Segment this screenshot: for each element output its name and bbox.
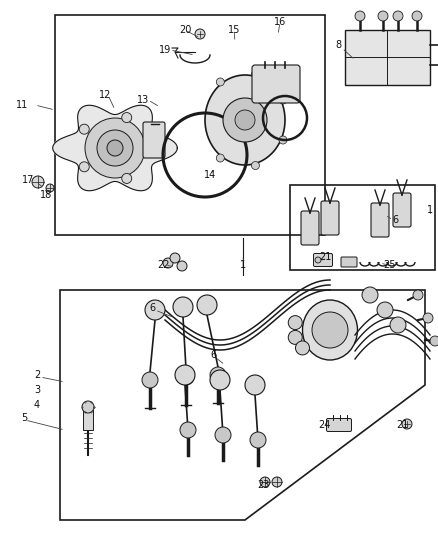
Circle shape (32, 176, 44, 188)
Circle shape (279, 96, 287, 104)
Text: 2: 2 (34, 370, 40, 380)
Circle shape (377, 302, 393, 318)
FancyBboxPatch shape (301, 211, 319, 245)
Circle shape (195, 29, 205, 39)
Text: 22: 22 (157, 260, 169, 270)
Text: 16: 16 (274, 17, 286, 27)
FancyBboxPatch shape (326, 418, 352, 432)
Circle shape (430, 336, 438, 346)
Text: 17: 17 (22, 175, 34, 185)
Circle shape (216, 78, 224, 86)
Circle shape (142, 372, 158, 388)
FancyBboxPatch shape (341, 257, 357, 267)
Circle shape (148, 143, 158, 153)
Circle shape (173, 297, 193, 317)
Text: 6: 6 (210, 350, 216, 360)
Text: 24: 24 (318, 420, 330, 430)
Text: 21: 21 (396, 420, 408, 430)
Text: 19: 19 (159, 45, 171, 55)
Circle shape (79, 162, 89, 172)
Text: 5: 5 (21, 413, 27, 423)
Circle shape (402, 419, 412, 429)
Circle shape (251, 161, 259, 169)
Circle shape (82, 401, 94, 413)
Circle shape (216, 154, 224, 162)
Text: 13: 13 (137, 95, 149, 105)
Circle shape (46, 184, 54, 192)
Text: 12: 12 (99, 90, 111, 100)
Circle shape (423, 313, 433, 323)
Circle shape (223, 98, 267, 142)
Text: 21: 21 (319, 252, 331, 262)
Circle shape (145, 300, 165, 320)
Bar (345, 30, 430, 85)
Circle shape (215, 427, 231, 443)
FancyBboxPatch shape (393, 193, 411, 227)
Circle shape (251, 70, 259, 78)
Text: 20: 20 (179, 25, 191, 35)
Circle shape (412, 11, 422, 21)
Text: 25: 25 (384, 260, 396, 270)
Circle shape (122, 173, 132, 183)
Text: 8: 8 (335, 40, 341, 50)
Circle shape (355, 11, 365, 21)
Circle shape (315, 257, 321, 263)
Text: 4: 4 (34, 400, 40, 410)
Circle shape (178, 369, 194, 385)
Bar (83, 410, 93, 430)
FancyBboxPatch shape (252, 65, 300, 103)
Text: 18: 18 (40, 190, 52, 200)
Text: 15: 15 (228, 25, 240, 35)
Circle shape (390, 317, 406, 333)
Text: 6: 6 (149, 303, 155, 313)
FancyBboxPatch shape (143, 122, 165, 158)
Circle shape (362, 287, 378, 303)
FancyBboxPatch shape (314, 254, 332, 266)
Circle shape (250, 432, 266, 448)
Circle shape (272, 477, 282, 487)
Circle shape (177, 261, 187, 271)
Circle shape (122, 112, 132, 123)
Circle shape (197, 295, 217, 315)
Circle shape (163, 258, 173, 268)
Circle shape (260, 477, 270, 487)
Circle shape (378, 11, 388, 21)
Circle shape (393, 11, 403, 21)
Circle shape (85, 118, 145, 178)
Polygon shape (53, 105, 177, 191)
FancyBboxPatch shape (321, 201, 339, 235)
Circle shape (288, 316, 302, 329)
Circle shape (79, 124, 89, 134)
Circle shape (107, 140, 123, 156)
Ellipse shape (303, 300, 357, 360)
Circle shape (180, 422, 196, 438)
Circle shape (175, 365, 195, 385)
Text: 23: 23 (257, 480, 269, 490)
Ellipse shape (205, 75, 285, 165)
Bar (55, 15, 325, 235)
FancyBboxPatch shape (371, 203, 389, 237)
Circle shape (296, 341, 310, 355)
Circle shape (413, 290, 423, 300)
Circle shape (210, 370, 230, 390)
Circle shape (170, 253, 180, 263)
Bar (290, 185, 435, 270)
Text: 3: 3 (34, 385, 40, 395)
Text: 1: 1 (240, 260, 246, 270)
Circle shape (288, 330, 302, 344)
Text: 11: 11 (16, 100, 28, 110)
Text: 6: 6 (392, 215, 398, 225)
Text: 14: 14 (204, 170, 216, 180)
Circle shape (245, 375, 265, 395)
Circle shape (97, 130, 133, 166)
Circle shape (210, 367, 226, 383)
Text: 1: 1 (427, 205, 433, 215)
Circle shape (235, 110, 255, 130)
Circle shape (279, 136, 287, 144)
Circle shape (312, 312, 348, 348)
